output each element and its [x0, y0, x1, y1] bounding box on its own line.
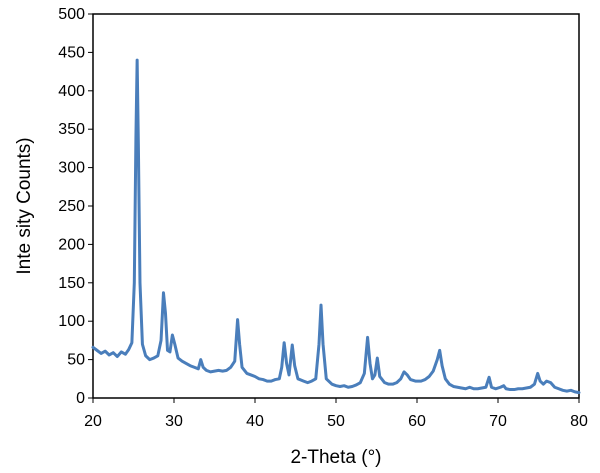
y-tick-label: 200: [58, 236, 85, 253]
x-tick-label: 20: [84, 413, 102, 430]
plot-area-frame: [92, 13, 580, 399]
x-tick-label: 30: [165, 413, 183, 430]
xrd-pattern-line: [91, 58, 581, 395]
y-tick-label: 350: [58, 121, 85, 138]
x-tick-label: 50: [327, 413, 345, 430]
y-tick-label: 150: [58, 275, 85, 292]
y-tick-label: 50: [67, 352, 85, 369]
x-axis-title: 2-Theta (°): [290, 447, 381, 468]
y-tick-label: 400: [58, 83, 85, 100]
y-tick-label: 300: [58, 160, 85, 177]
x-axis-ticks: 20 30 40 50 60 70 80: [84, 398, 588, 430]
y-tick-label: 450: [58, 44, 85, 61]
y-tick-label: 500: [58, 6, 85, 23]
y-axis-title: Inte sity Counts): [14, 137, 35, 274]
series-layer: [91, 58, 581, 395]
y-tick-label: 250: [58, 198, 85, 215]
x-tick-label: 60: [408, 413, 426, 430]
y-tick-label: 100: [58, 313, 85, 330]
y-axis-ticks: 0 50 100 150 200 250 300 350 400 450 500: [58, 6, 93, 407]
x-tick-label: 80: [570, 413, 588, 430]
x-tick-label: 40: [246, 413, 264, 430]
x-tick-label: 70: [489, 413, 507, 430]
y-tick-label: 0: [76, 390, 85, 407]
